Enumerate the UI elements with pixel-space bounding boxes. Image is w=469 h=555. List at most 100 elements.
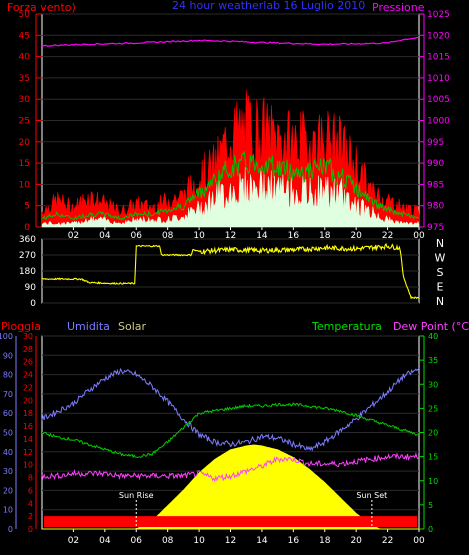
rain-tick-label: 14 bbox=[23, 435, 33, 444]
compass-label: S bbox=[437, 266, 444, 279]
bottom-x-tick-label: 02 bbox=[68, 536, 79, 546]
pressure-tick-label: 1010 bbox=[427, 74, 450, 84]
rain-tick-label: 20 bbox=[23, 396, 33, 405]
direction-tick-label: 0 bbox=[30, 299, 36, 309]
top-x-tick-label: 16 bbox=[288, 231, 300, 241]
pressure-tick-label: 975 bbox=[427, 223, 444, 233]
dew-point-axis-label: Dew Point (°C) bbox=[393, 320, 469, 333]
pressure-tick-label: 1005 bbox=[427, 95, 450, 105]
rain-tick-label: 2 bbox=[28, 512, 33, 521]
humidity-tick-label: 80 bbox=[3, 371, 13, 380]
top-x-tick-label: 06 bbox=[131, 231, 143, 241]
solar-axis-label: Solar bbox=[118, 320, 147, 333]
bottom-x-tick-label: 12 bbox=[225, 536, 236, 546]
wind-tick-label: 10 bbox=[19, 180, 31, 190]
bottom-x-tick-label: 06 bbox=[131, 536, 143, 546]
wind-axis-label: Forza vento) bbox=[7, 1, 76, 14]
top-x-tick-label: 08 bbox=[162, 231, 174, 241]
pressure-tick-label: 1015 bbox=[427, 53, 450, 63]
humidity-axis: 0 10 20 30 40 50 60 70 80 90 100 bbox=[0, 332, 17, 534]
sunset-label: Sun Set bbox=[356, 491, 387, 500]
bottom-x-tick-label: 00 bbox=[413, 536, 425, 546]
wind-tick-label: 15 bbox=[19, 159, 30, 169]
top-x-tick-label: 20 bbox=[350, 231, 362, 241]
pressure-axis-label: Pressione bbox=[372, 1, 425, 14]
rain-tick-label: 28 bbox=[23, 345, 33, 354]
rain-tick-label: 18 bbox=[23, 409, 33, 418]
bottom-x-tick-label: 08 bbox=[162, 536, 174, 546]
top-x-tick-label: 10 bbox=[193, 231, 205, 241]
top-x-tick-label: 22 bbox=[382, 231, 393, 241]
temperature-tick-label: 25 bbox=[428, 404, 438, 413]
rain-tick-label: 16 bbox=[23, 422, 33, 431]
bottom-x-tick-label: 14 bbox=[256, 536, 268, 546]
wind-max-series bbox=[41, 89, 420, 228]
pressure-tick-label: 990 bbox=[427, 159, 444, 169]
humidity-tick-label: 70 bbox=[3, 390, 13, 399]
solar-series bbox=[42, 444, 419, 530]
sunrise-label: Sun Rise bbox=[119, 491, 154, 500]
rain-axis-label: Pioggia bbox=[1, 320, 41, 333]
bottom-x-tick-label: 22 bbox=[382, 536, 393, 546]
humidity-tick-label: 30 bbox=[3, 467, 13, 476]
bottom-series: Sun Rise Sun Set bbox=[41, 367, 420, 530]
direction-series bbox=[41, 242, 420, 300]
top-x-tick-label: 02 bbox=[68, 231, 79, 241]
bottom-x-axis: 02 04 06 08 10 12 14 16 18 20 22 00 bbox=[68, 529, 425, 546]
humidity-tick-label: 20 bbox=[3, 486, 13, 495]
direction-tick-label: 180 bbox=[19, 267, 36, 277]
rain-tick-label: 8 bbox=[28, 474, 33, 483]
pressure-tick-label: 1020 bbox=[427, 31, 450, 41]
pressure-tick-label: 1000 bbox=[427, 117, 450, 127]
wind-min-series bbox=[41, 167, 420, 228]
bottom-x-tick-label: 16 bbox=[288, 536, 300, 546]
humidity-tick-label: 0 bbox=[8, 525, 13, 534]
humidity-tick-label: 10 bbox=[3, 506, 13, 515]
wind-tick-label: 30 bbox=[19, 95, 31, 105]
temperature-tick-label: 40 bbox=[428, 332, 438, 341]
temperature-axis: 0 5 10 15 20 25 30 35 40 bbox=[419, 332, 438, 534]
top-x-tick-label: 12 bbox=[225, 231, 236, 241]
rain-tick-label: 26 bbox=[23, 358, 33, 367]
rain-tick-label: 24 bbox=[23, 371, 33, 380]
wind-tick-label: 45 bbox=[19, 31, 30, 41]
rain-tick-label: 6 bbox=[28, 486, 33, 495]
bottom-x-tick-label: 18 bbox=[319, 536, 331, 546]
temperature-axis-label: Temperatura bbox=[311, 320, 382, 333]
humidity-tick-label: 60 bbox=[3, 409, 13, 418]
chart-title: 24 hour weatherlab 16 Luglio 2010 bbox=[172, 0, 365, 12]
wind-tick-label: 20 bbox=[19, 138, 31, 148]
temperature-tick-label: 10 bbox=[428, 477, 438, 486]
temperature-tick-label: 0 bbox=[428, 525, 433, 534]
humidity-axis-label: Umidita bbox=[67, 320, 110, 333]
wind-tick-label: 25 bbox=[19, 117, 30, 127]
wind-tick-label: 0 bbox=[24, 223, 30, 233]
temperature-tick-label: 30 bbox=[428, 380, 438, 389]
direction-gridlines bbox=[42, 238, 419, 304]
temperature-series bbox=[42, 402, 420, 459]
temperature-tick-label: 20 bbox=[428, 429, 438, 438]
temperature-tick-label: 35 bbox=[428, 356, 438, 365]
pressure-tick-label: 1025 bbox=[427, 10, 450, 20]
humidity-tick-label: 90 bbox=[3, 351, 13, 360]
compass-label: N bbox=[436, 295, 444, 308]
bottom-x-tick-label: 10 bbox=[193, 536, 205, 546]
top-left-axis: 0 5 10 15 20 25 30 35 40 45 50 bbox=[19, 10, 42, 233]
top-right-axis: 975 980 985 990 995 1000 1005 1010 1015 1020 1025 bbox=[419, 10, 450, 233]
pressure-tick-label: 980 bbox=[427, 202, 444, 212]
wind-tick-label: 35 bbox=[19, 74, 30, 84]
temperature-tick-label: 5 bbox=[428, 501, 433, 510]
rain-tick-label: 0 bbox=[28, 525, 33, 534]
humidity-tick-label: 40 bbox=[3, 448, 13, 457]
direction-y-axis: 0 90 180 270 360 bbox=[19, 235, 36, 309]
rain-tick-label: 12 bbox=[23, 448, 33, 457]
rain-series bbox=[44, 516, 417, 527]
top-x-tick-label: 14 bbox=[256, 231, 268, 241]
direction-tick-label: 360 bbox=[19, 235, 36, 245]
wind-tick-label: 50 bbox=[19, 10, 31, 20]
direction-tick-label: 270 bbox=[19, 251, 36, 261]
